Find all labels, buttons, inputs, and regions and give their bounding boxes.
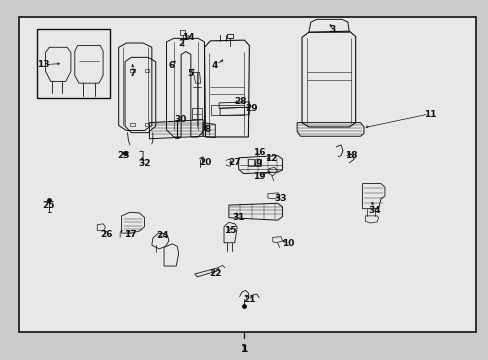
Text: 17: 17 <box>123 230 136 239</box>
Text: 26: 26 <box>101 230 113 239</box>
Text: 18: 18 <box>345 151 357 160</box>
Text: 28: 28 <box>234 96 246 105</box>
Text: 23: 23 <box>117 151 129 160</box>
Text: 6: 6 <box>168 62 174 71</box>
Text: 34: 34 <box>368 206 381 215</box>
Text: 10: 10 <box>282 239 294 248</box>
Bar <box>248 159 254 166</box>
Text: 30: 30 <box>174 115 186 124</box>
Bar <box>255 159 261 166</box>
Bar <box>130 123 135 126</box>
Bar <box>180 31 184 35</box>
Text: 7: 7 <box>129 69 135 78</box>
Bar <box>37 30 110 98</box>
Bar <box>19 17 475 332</box>
Text: 15: 15 <box>223 226 236 235</box>
Text: 31: 31 <box>232 213 244 222</box>
Bar <box>144 69 149 72</box>
Text: 20: 20 <box>199 158 211 167</box>
Text: 5: 5 <box>187 69 194 78</box>
Text: 9: 9 <box>255 159 262 168</box>
Text: 4: 4 <box>212 61 218 70</box>
Text: 22: 22 <box>208 269 221 278</box>
Text: 1: 1 <box>241 344 247 354</box>
Text: 19: 19 <box>252 172 265 181</box>
Text: 16: 16 <box>252 148 265 157</box>
Text: 12: 12 <box>264 154 277 163</box>
Text: 29: 29 <box>245 104 258 113</box>
Text: 11: 11 <box>423 110 435 119</box>
Text: 13: 13 <box>37 60 50 69</box>
Text: 27: 27 <box>228 158 241 167</box>
Text: 1: 1 <box>241 345 247 354</box>
Bar <box>144 123 149 126</box>
Text: 21: 21 <box>243 294 255 303</box>
Text: 32: 32 <box>138 159 150 168</box>
Text: 25: 25 <box>42 201 55 210</box>
Text: 3: 3 <box>328 25 335 34</box>
Text: 24: 24 <box>156 231 168 240</box>
Bar <box>130 69 135 72</box>
Text: 33: 33 <box>274 194 287 203</box>
Bar <box>227 34 233 39</box>
Text: 2: 2 <box>178 39 184 48</box>
Text: 8: 8 <box>204 125 211 134</box>
Text: 14: 14 <box>182 33 194 42</box>
